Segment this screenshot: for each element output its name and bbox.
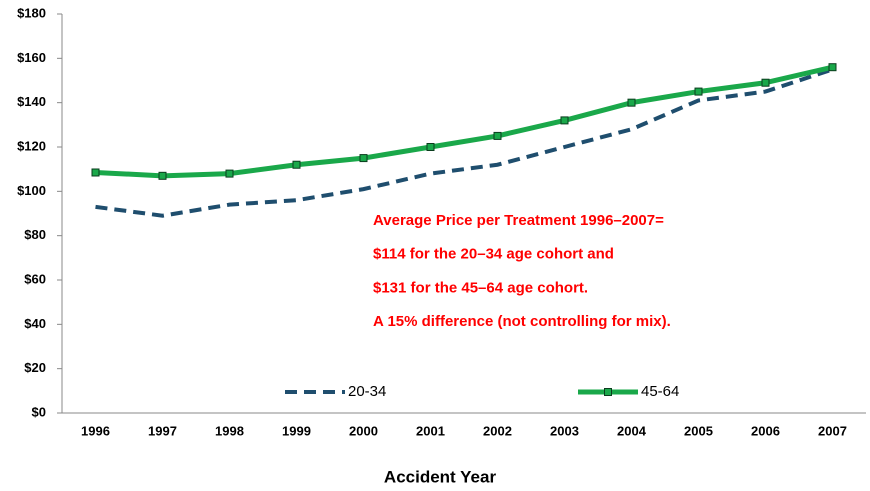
x-tick-label: 2003 xyxy=(550,423,579,438)
y-tick-label: $40 xyxy=(24,316,46,331)
marker xyxy=(828,63,837,72)
marker xyxy=(91,168,100,177)
annotation: $131 for the 45–64 age cohort. xyxy=(373,279,588,296)
annotation: A 15% difference (not controlling for mi… xyxy=(373,313,671,330)
x-axis-title: Accident Year xyxy=(384,467,497,486)
x-tick-label: 2000 xyxy=(349,423,378,438)
x-tick-label: 1998 xyxy=(215,423,244,438)
x-tick-label: 2001 xyxy=(416,423,445,438)
y-tick-label: $0 xyxy=(32,404,46,419)
marker xyxy=(694,87,703,96)
marker xyxy=(158,171,167,180)
annotation: Average Price per Treatment 1996–2007= xyxy=(373,212,664,229)
y-tick-label: $120 xyxy=(17,138,46,153)
y-tick-label: $100 xyxy=(17,183,46,198)
series-line xyxy=(95,67,834,218)
x-tick-label: 2007 xyxy=(818,423,847,438)
marker xyxy=(359,154,368,163)
x-tick-label: 1999 xyxy=(282,423,311,438)
y-tick-label: $80 xyxy=(24,227,46,242)
legend-label: 45-64 xyxy=(641,383,679,400)
y-tick-label: $20 xyxy=(24,360,46,375)
x-tick-label: 2004 xyxy=(617,423,647,438)
marker xyxy=(225,169,234,178)
x-tick-label: 1997 xyxy=(148,423,177,438)
series-line xyxy=(95,64,834,179)
x-tick-label: 2005 xyxy=(684,423,713,438)
marker xyxy=(560,116,569,125)
marker xyxy=(627,98,636,107)
legend-label: 20-34 xyxy=(348,383,386,400)
y-tick-label: $180 xyxy=(17,5,46,20)
y-tick-label: $160 xyxy=(17,50,46,65)
marker xyxy=(292,160,301,169)
x-tick-label: 2002 xyxy=(483,423,512,438)
y-tick-label: $60 xyxy=(24,271,46,286)
x-tick-label: 1996 xyxy=(81,423,110,438)
legend-marker xyxy=(604,388,612,396)
marker xyxy=(426,143,435,151)
x-tick-label: 2006 xyxy=(751,423,780,438)
marker xyxy=(761,78,770,87)
annotation: $114 for the 20–34 age cohort and xyxy=(373,246,614,263)
y-tick-label: $140 xyxy=(17,94,46,109)
marker xyxy=(493,131,502,140)
